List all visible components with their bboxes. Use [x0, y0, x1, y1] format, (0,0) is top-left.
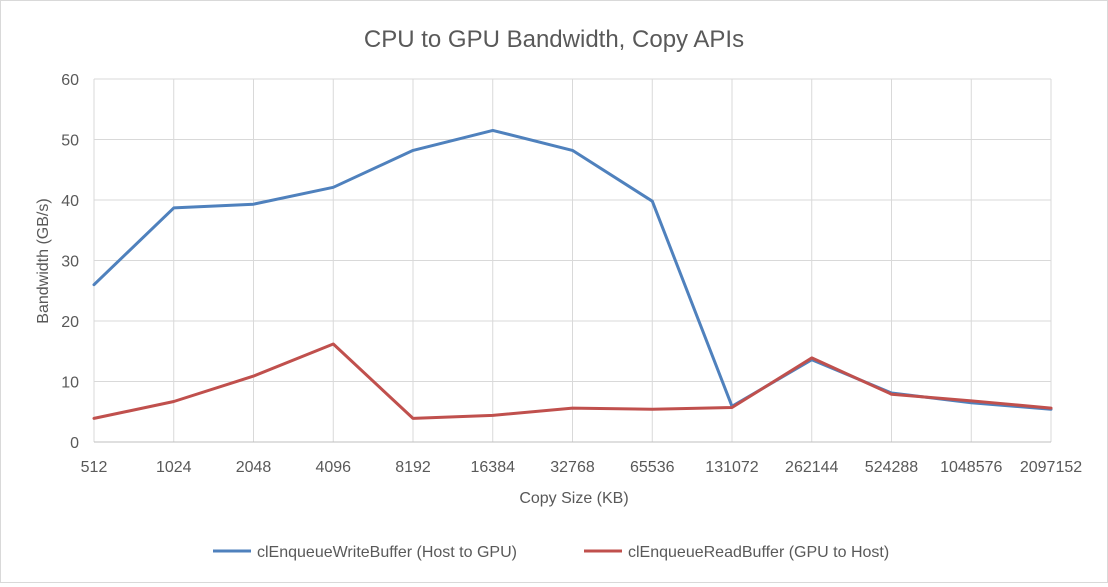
- x-tick-label: 32768: [550, 459, 595, 476]
- series-line: [92, 342, 1053, 420]
- x-axis-title: Copy Size (KB): [519, 490, 628, 507]
- y-tick-label: 60: [61, 72, 79, 89]
- y-tick-label: 40: [61, 193, 79, 210]
- y-tick-label: 30: [61, 254, 79, 271]
- x-tick-label: 8192: [395, 459, 431, 476]
- gridlines: [93, 78, 1052, 443]
- y-axis-title: Bandwidth (GB/s): [35, 198, 52, 323]
- y-tick-label: 50: [61, 133, 79, 150]
- x-tick-label: 262144: [785, 459, 838, 476]
- series-lines: [92, 128, 1053, 420]
- legend: clEnqueueWriteBuffer (Host to GPU) clEnqu…: [213, 544, 889, 561]
- x-tick-label: 2048: [236, 459, 272, 476]
- y-tick-label: 10: [61, 375, 79, 392]
- y-tick-label: 0: [70, 435, 79, 452]
- x-tick-label: 16384: [471, 459, 516, 476]
- x-tick-label: 2097152: [1020, 459, 1082, 476]
- x-tick-label: 4096: [315, 459, 351, 476]
- x-tick-label: 512: [81, 459, 108, 476]
- x-tick-label: 524288: [865, 459, 918, 476]
- axes: 0 10 20 30 40 50 60 512 1024 2048 4096 8192 16384 327…: [61, 72, 1082, 476]
- x-tick-label: 1024: [156, 459, 192, 476]
- x-tick-label: 1048576: [940, 459, 1002, 476]
- legend-entry: clEnqueueWriteBuffer (Host to GPU): [257, 544, 517, 561]
- x-tick-label: 65536: [630, 459, 675, 476]
- y-tick-label: 20: [61, 314, 79, 331]
- x-tick-label: 131072: [705, 459, 758, 476]
- legend-entry: clEnqueueReadBuffer (GPU to Host): [628, 544, 889, 561]
- chart-title: CPU to GPU Bandwidth, Copy APIs: [364, 26, 744, 53]
